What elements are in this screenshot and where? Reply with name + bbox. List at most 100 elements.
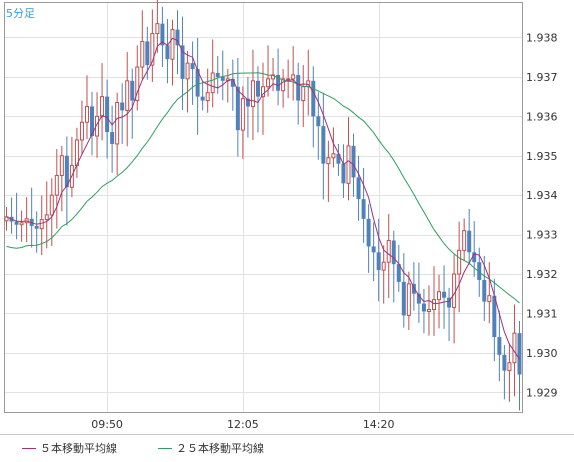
candle-body-down [14,221,19,225]
candle-body-down [245,98,250,107]
candle-body-up [79,121,84,141]
candle-body-down [391,240,396,265]
candle-body-up [49,194,54,216]
candle-body-down [230,78,235,87]
candle-body-down [442,291,447,298]
ma25-line [6,72,520,304]
candle-body-up [125,80,130,111]
candle-body-up [261,86,265,98]
candle-body-down [120,102,125,111]
legend: ５本移動平均線 ２５本移動平均線 [0,435,574,462]
ma25-swatch [158,447,172,449]
candle-body-down [421,303,426,312]
candle-body-down [396,264,401,282]
candle-body-up [386,240,391,263]
candle-body-down [472,252,477,263]
candle-body-down [235,86,240,131]
candle-body-down [200,96,205,101]
candle-body-up [331,153,336,159]
x-tick-label: 14:20 [363,418,395,431]
candle-body-down [180,45,185,79]
y-tick-label: 1.936 [526,110,558,123]
candle-body-down [376,252,381,271]
candle-body-up [271,74,276,80]
candle-body-down [190,63,195,70]
y-tick-label: 1.931 [526,307,558,320]
candle-body-up [431,299,436,310]
candle-body-down [371,246,376,253]
y-tick-label: 1.934 [526,189,558,202]
x-tick-label: 12:05 [227,418,259,431]
candle-body-up [155,23,160,35]
candle-body-down [105,96,110,133]
candle-body-up [39,219,44,230]
legend-item-ma5: ５本移動平均線 [22,440,117,456]
candle-body-down [220,76,225,81]
candle-body-down [356,177,361,200]
candle-body-up [291,74,296,80]
candle-body-down [215,72,220,77]
candle-body-down [90,106,95,137]
candle-body-up [281,78,286,92]
candle-body-up [140,40,145,68]
candle-body-up [301,86,306,102]
candle-body-up [210,72,215,94]
y-tick-label: 1.935 [526,150,558,163]
candle-body-down [311,80,316,117]
candle-body-up [326,157,331,165]
candle-body-up [54,174,59,196]
candle-body-down [34,225,39,229]
legend-item-ma25: ２５本移動平均線 [158,440,264,456]
candle-body-down [195,69,200,97]
candle-body-down [517,333,522,375]
candle-body-up [170,29,175,60]
candle-body-up [44,214,49,221]
x-tick-label: 09:50 [91,418,123,431]
y-tick-label: 1.932 [526,268,558,281]
candle-body-down [64,155,69,188]
candle-body-up [406,283,411,316]
candle-body-up [19,222,24,226]
candle-body-down [351,145,356,178]
candle-body-down [477,262,482,280]
candle-body-down [165,45,170,60]
candle-body-down [255,80,260,97]
candle-body-down [401,281,406,316]
candle-body-down [175,29,180,46]
candle-body-down [467,230,472,253]
y-tick-label: 1.938 [526,31,558,44]
candle-body-up [115,102,120,145]
candle-body-up [150,33,155,66]
candle-body-down [411,283,416,294]
candle-body-up [487,295,492,303]
candle-body-down [336,153,341,164]
candle-body-up [205,92,210,102]
candle-body-down [160,23,165,46]
y-tick-label: 1.937 [526,71,558,84]
candle-body-down [416,293,421,304]
candle-body-up [437,291,442,301]
y-tick-label: 1.929 [526,386,558,399]
candle-body-up [266,78,271,88]
candle-body-up [135,66,140,102]
legend-label-ma25: ２５本移動平均線 [176,442,264,455]
y-tick-label: 1.933 [526,229,558,242]
candle-body-down [316,116,321,127]
candle-body-down [502,354,507,371]
candle-body-down [276,74,281,91]
candle-body-up [346,145,351,184]
candle-body-down [296,74,301,101]
candle-body-down [321,126,326,164]
y-tick-label: 1.930 [526,347,558,360]
candle-body-down [447,297,452,308]
candle-body-up [286,78,291,81]
candle-body-up [4,216,9,222]
candle-body-down [492,295,497,338]
candle-body-up [462,230,467,251]
candle-body-down [145,41,150,66]
candle-body-down [361,199,366,219]
candle-body-up [381,261,386,271]
candle-body-up [250,80,255,107]
candle-body-up [512,332,517,364]
